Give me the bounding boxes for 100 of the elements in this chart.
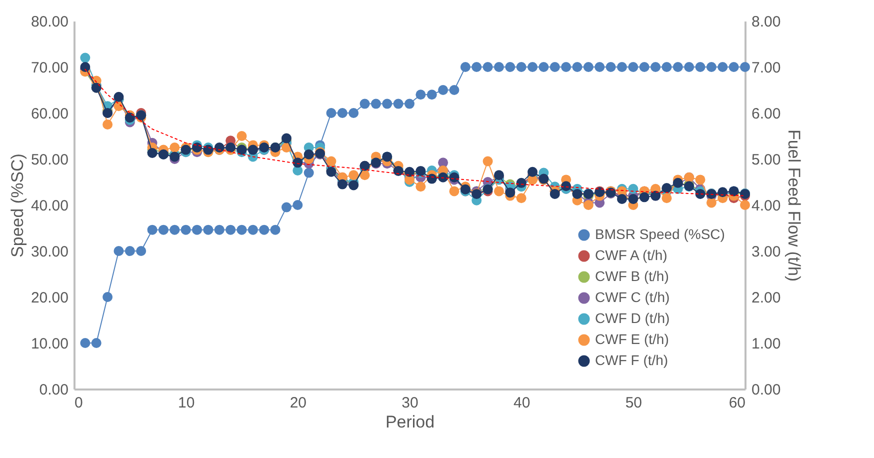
- point: [416, 90, 426, 100]
- point: [706, 198, 716, 208]
- point: [740, 200, 750, 210]
- point: [114, 92, 124, 102]
- point: [628, 184, 638, 194]
- point: [616, 194, 627, 204]
- y2-tick-label: 5.00: [752, 152, 781, 168]
- point: [180, 224, 191, 235]
- y-tick-label: 20.00: [30, 290, 68, 306]
- point: [606, 62, 616, 72]
- point: [460, 62, 470, 72]
- point: [550, 188, 560, 199]
- point: [482, 62, 493, 72]
- point: [662, 62, 672, 72]
- point: [80, 62, 90, 72]
- point: [416, 182, 426, 192]
- point: [281, 202, 292, 212]
- point: [124, 246, 135, 256]
- point: [695, 188, 706, 199]
- point: [203, 224, 214, 235]
- point: [538, 62, 549, 72]
- point: [214, 142, 224, 152]
- y-tick-label: 80.00: [30, 14, 68, 30]
- point: [628, 62, 638, 72]
- point: [236, 131, 247, 141]
- y-tick-label: 0.00: [39, 382, 68, 398]
- point: [572, 62, 582, 72]
- point: [170, 142, 180, 152]
- point: [449, 85, 460, 95]
- point: [650, 62, 661, 72]
- point: [259, 142, 270, 152]
- point: [528, 166, 538, 177]
- point: [259, 224, 270, 235]
- point: [170, 224, 180, 235]
- point: [404, 98, 414, 109]
- point: [583, 62, 594, 72]
- point: [136, 246, 146, 256]
- legend-label: CWF B (t/h): [595, 268, 669, 284]
- y-tick-label: 60.00: [30, 106, 68, 122]
- x-tick-label: 30: [402, 394, 418, 412]
- point: [102, 292, 113, 302]
- point: [740, 62, 750, 72]
- point: [505, 62, 516, 72]
- legend-label: CWF A (t/h): [595, 247, 668, 263]
- point: [561, 62, 572, 72]
- point: [214, 224, 224, 235]
- point: [516, 193, 526, 204]
- point: [482, 156, 493, 166]
- y-tick-label: 30.00: [30, 244, 68, 260]
- y2-tick-label: 4.00: [752, 198, 781, 214]
- point: [248, 224, 258, 235]
- legend-label: CWF C (t/h): [595, 289, 670, 305]
- y2-tick-label: 0.00: [752, 382, 781, 398]
- x-tick-label: 60: [728, 394, 746, 412]
- x-tick-label: 0: [74, 394, 83, 412]
- point: [438, 85, 448, 95]
- point: [426, 90, 437, 100]
- point: [304, 149, 314, 160]
- point: [639, 62, 650, 72]
- point: [616, 62, 627, 72]
- point: [628, 194, 638, 204]
- point: [91, 338, 102, 348]
- point: [639, 192, 650, 202]
- point: [326, 156, 336, 166]
- point: [494, 62, 504, 72]
- x-tick-label: 40: [513, 394, 530, 412]
- point: [718, 62, 728, 72]
- y-tick-label: 40.00: [30, 198, 68, 214]
- legend-label: CWF D (t/h): [595, 310, 670, 326]
- point: [695, 174, 706, 185]
- point: [393, 98, 404, 109]
- point: [326, 108, 336, 118]
- point: [226, 224, 236, 235]
- point: [236, 224, 247, 235]
- x-tick-label: 10: [178, 394, 195, 412]
- point: [494, 186, 504, 196]
- point: [583, 200, 594, 210]
- point: [337, 179, 348, 190]
- point: [472, 62, 482, 72]
- y2-tick-label: 3.00: [752, 244, 781, 260]
- y2-axis-title: Fuel Feed Flow (t/h): [784, 129, 804, 282]
- y2-tick-label: 7.00: [752, 60, 781, 76]
- point: [550, 62, 560, 72]
- point: [382, 98, 392, 109]
- y-axis-title: Speed (%SC): [8, 154, 27, 258]
- point: [706, 62, 716, 72]
- point: [80, 338, 90, 348]
- point: [672, 62, 683, 72]
- point: [281, 133, 292, 144]
- x-tick-label: 20: [290, 394, 307, 412]
- point: [292, 200, 303, 210]
- point: [170, 152, 180, 162]
- y-tick-label: 10.00: [30, 336, 68, 352]
- y2-tick-label: 8.00: [752, 14, 781, 30]
- y-tick-label: 50.00: [30, 152, 68, 168]
- point: [662, 193, 672, 204]
- legend-label: CWF E (t/h): [595, 331, 669, 347]
- point: [102, 120, 113, 130]
- point: [360, 98, 370, 109]
- point: [337, 108, 348, 118]
